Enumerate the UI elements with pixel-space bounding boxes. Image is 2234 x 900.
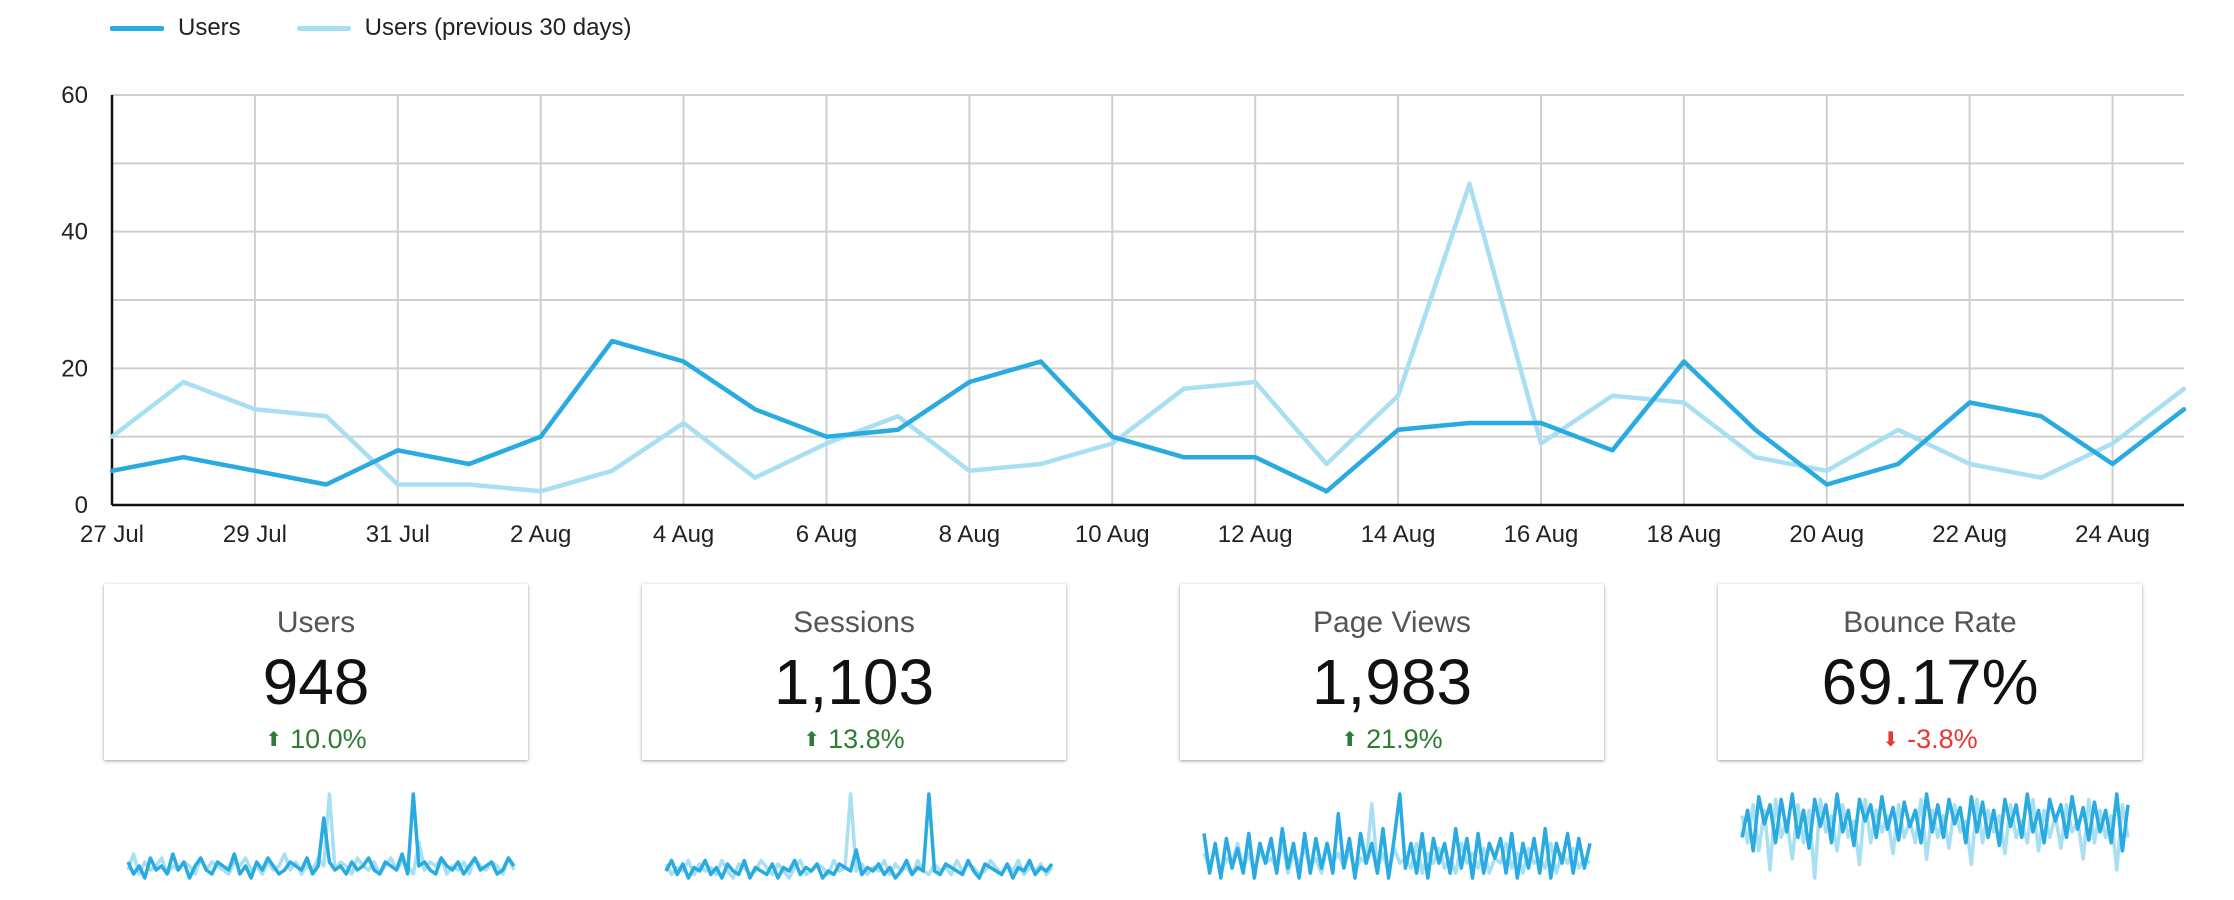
sparkline-current (126, 792, 516, 880)
chart-legend: Users Users (previous 30 days) (110, 14, 631, 42)
sparkline-svg (126, 792, 516, 880)
sparkline-bounce-rate (1740, 780, 2130, 900)
x-tick-label: 12 Aug (1218, 521, 1293, 548)
scorecard-value: 1,103 (773, 646, 935, 718)
users-line-chart: 0 20 40 60 27 Jul 29 Jul 31 Jul 2 Aug 4 Aug 6 Aug… (61, 82, 2187, 548)
scorecard-delta: ⬇ -3.8% (1718, 726, 2142, 753)
sparkline-users (126, 780, 516, 900)
scorecard-title: Page Views (1313, 606, 1471, 639)
sparkline-svg (1740, 792, 2130, 880)
scorecard-delta-value: 21.9% (1366, 724, 1443, 754)
arrow-up-icon: ⬆ (1341, 728, 1359, 751)
sparkline-current (1740, 792, 2130, 853)
y-tick-label: 60 (61, 82, 88, 109)
scorecard-delta-value: 10.0% (290, 724, 367, 754)
scorecard-page-views: Page Views 1,983 ⬆ 21.9% (1180, 584, 1604, 760)
x-tick-label: 10 Aug (1075, 521, 1150, 548)
legend-label-users-previous: Users (previous 30 days) (364, 14, 632, 41)
x-tick-label: 29 Jul (223, 521, 287, 548)
scorecard-value: 948 (262, 646, 370, 718)
scorecard-delta-value: 13.8% (828, 724, 905, 754)
sparkline-current (664, 792, 1054, 880)
x-tick-label: 24 Aug (2075, 521, 2150, 548)
legend-item-users-previous[interactable]: Users (previous 30 days) (296, 14, 632, 42)
x-tick-label: 27 Jul (80, 521, 144, 548)
scorecard-title: Bounce Rate (1843, 606, 2017, 639)
x-tick-label: 18 Aug (1646, 521, 1721, 548)
sparkline-page-views (1202, 780, 1592, 900)
x-tick-label: 16 Aug (1504, 521, 1579, 548)
y-tick-label: 40 (61, 219, 88, 246)
sparkline-svg (1202, 792, 1592, 880)
sparkline-svg (664, 792, 1054, 880)
x-tick-label: 31 Jul (366, 521, 430, 548)
legend-swatch-users (110, 25, 164, 31)
scorecard-title: Sessions (793, 606, 915, 639)
y-tick-label: 20 (61, 355, 88, 382)
arrow-down-icon: ⬇ (1882, 728, 1900, 751)
scorecard-value: 69.17% (1821, 646, 2039, 718)
scorecard-bounce-rate: Bounce Rate 69.17% ⬇ -3.8% (1718, 584, 2142, 760)
series-line-users (109, 338, 2187, 494)
x-tick-label: 14 Aug (1361, 521, 1436, 548)
arrow-up-icon: ⬆ (265, 728, 283, 751)
sparkline-sessions (664, 780, 1054, 900)
scorecard-delta-value: -3.8% (1907, 724, 1978, 754)
y-tick-label: 0 (75, 492, 88, 519)
scorecard-value: 1,983 (1311, 646, 1473, 718)
scorecard-delta: ⬆ 13.8% (642, 726, 1066, 753)
x-tick-label: 8 Aug (939, 521, 1000, 548)
arrow-up-icon: ⬆ (803, 728, 821, 751)
scorecard-sessions: Sessions 1,103 ⬆ 13.8% (642, 584, 1066, 760)
scorecard-delta: ⬆ 21.9% (1180, 726, 1604, 753)
scorecard-users: Users 948 ⬆ 10.0% (104, 584, 528, 760)
x-tick-label: 2 Aug (510, 521, 571, 548)
series-line-users-previous (109, 181, 2187, 494)
legend-swatch-users-previous (296, 25, 351, 31)
x-tick-label: 6 Aug (796, 521, 857, 548)
x-tick-label: 20 Aug (1789, 521, 1864, 548)
x-tick-label: 22 Aug (1932, 521, 2007, 548)
legend-label-users: Users (178, 14, 241, 41)
scorecard-delta: ⬆ 10.0% (104, 726, 528, 753)
scorecard-title: Users (276, 606, 356, 639)
sparkline-current (1202, 792, 1592, 880)
x-tick-label: 4 Aug (653, 521, 714, 548)
legend-item-users[interactable]: Users (110, 14, 241, 42)
